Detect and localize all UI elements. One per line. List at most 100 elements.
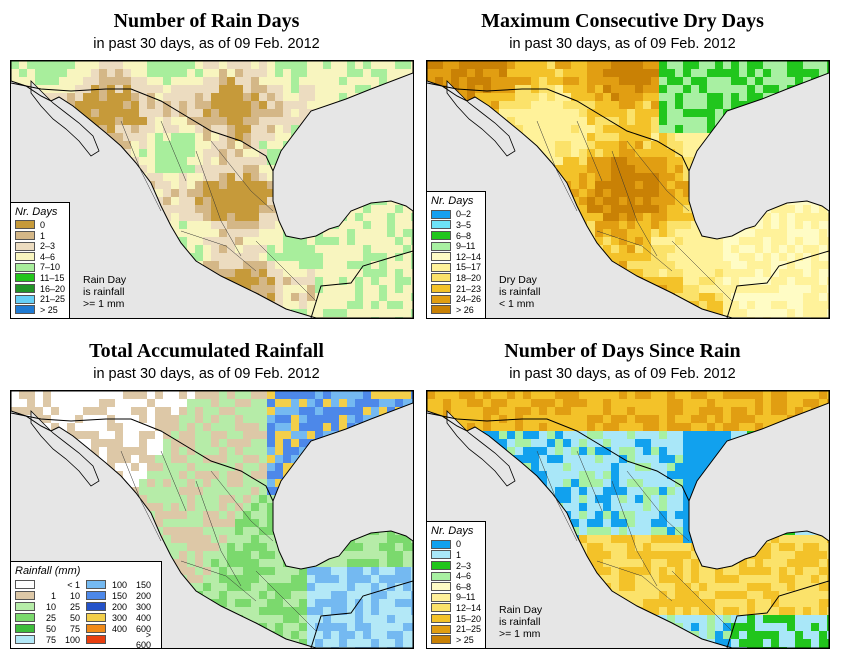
- legend: Nr. Days 0 1 2–3 4–6 7–10 11–15 16–20 21–25 > 25: [11, 201, 71, 318]
- legend-label: 6–8: [456, 230, 472, 241]
- map-days-since-rain: Nr. Days 0 1 2–3 4–6 6–8 9–11 12–14 15–20 21–25 >…: [426, 390, 830, 649]
- legend-low: 150: [111, 590, 127, 601]
- legend-item: 2–3: [15, 241, 65, 252]
- legend-high: 50: [69, 612, 80, 623]
- legend-rows: 0–2 3–5 6–8 9–11 12–14 15–17 18–20 21–23 24–26 > …: [431, 209, 481, 315]
- legend-swatch: [431, 561, 451, 571]
- state-border: [576, 120, 603, 182]
- state-border: [180, 560, 257, 602]
- legend-high: 300: [135, 601, 151, 612]
- legend-swatch: [86, 613, 106, 622]
- legend-item: 50 75: [15, 623, 80, 634]
- legend-swatch: [86, 602, 106, 611]
- panel-subtitle: in past 30 days, as of 09 Feb. 2012: [93, 366, 320, 382]
- legend-item: 0–2: [431, 209, 481, 220]
- legend-label: 11–15: [40, 272, 65, 283]
- country-border: [726, 580, 829, 648]
- legend-low: 300: [111, 612, 127, 623]
- note-line: is rainfall: [83, 286, 125, 298]
- state-border: [671, 240, 733, 302]
- legend-swatch: [15, 241, 35, 251]
- legend-swatch: [15, 591, 35, 600]
- legend-label: 15–17: [456, 262, 482, 273]
- legend-swatch: [431, 635, 451, 645]
- state-border: [596, 230, 673, 272]
- coastline: [427, 391, 829, 648]
- country-border: [427, 82, 690, 172]
- note-line: is rainfall: [499, 286, 541, 298]
- legend-column: 100 150 150 200 200 300 300 400 400 600 > 600: [86, 579, 151, 648]
- legend-low: 10: [45, 601, 56, 612]
- legend-item: 21–25: [15, 294, 65, 305]
- legend-label: 0–2: [456, 209, 472, 220]
- legend-label: 7–10: [40, 262, 61, 273]
- legend-item: 2–3: [431, 560, 481, 571]
- legend-high: 100: [64, 634, 80, 645]
- note-line: >= 1 mm: [83, 298, 125, 310]
- legend-item: 4–6: [431, 571, 481, 582]
- legend-item: 18–20: [431, 273, 481, 284]
- legend-high: 25: [69, 601, 80, 612]
- legend-item: 1 10: [15, 590, 80, 601]
- panel-title: Total Accumulated Rainfall: [89, 340, 324, 362]
- legend-item: 9–11: [431, 592, 481, 603]
- legend-high: 75: [69, 623, 80, 634]
- legend-item: > 600: [86, 630, 151, 648]
- legend-label: 4–6: [40, 251, 56, 262]
- legend-swatch: [86, 624, 106, 633]
- legend-item: 12–14: [431, 603, 481, 614]
- legend-swatch: [86, 591, 106, 600]
- legend-low: 50: [45, 623, 56, 634]
- country-border: [11, 412, 274, 502]
- coastline: [11, 391, 413, 648]
- legend-label: 9–11: [456, 592, 476, 603]
- panel-rain-days: Number of Rain Days in past 30 days, as …: [0, 0, 414, 325]
- state-border: [255, 240, 317, 302]
- legend-item: 1: [15, 230, 65, 241]
- country-border: [310, 580, 413, 648]
- legend-swatch: [431, 252, 451, 262]
- state-border: [160, 120, 187, 182]
- legend-title: Nr. Days: [431, 525, 474, 538]
- legend: Rainfall (mm) < 1 1 10 10 25 25 50 50 75 75 100 100…: [11, 561, 162, 648]
- legend-swatch: [431, 305, 451, 315]
- legend-item: 0: [431, 539, 481, 550]
- legend-high: 10: [69, 590, 80, 601]
- legend-swatch: [15, 284, 35, 294]
- legend-label: 9–11: [456, 241, 476, 252]
- legend-note: Rain Day is rainfall >= 1 mm: [83, 274, 126, 310]
- legend-title: Rainfall (mm): [15, 565, 81, 577]
- legend-item: 400 600: [86, 623, 151, 634]
- legend-label: 15–20: [456, 613, 482, 624]
- legend-low: 400: [111, 623, 127, 634]
- state-border: [611, 480, 658, 587]
- panel-title: Number of Rain Days: [113, 10, 300, 32]
- legend-item: 25 50: [15, 612, 80, 623]
- state-border: [195, 480, 242, 587]
- legend-swatch: [15, 220, 35, 230]
- legend-high: 150: [135, 579, 151, 590]
- legend-item: 300 400: [86, 612, 151, 623]
- legend-item: 21–23: [431, 283, 481, 294]
- map-dry-days: Nr. Days 0–2 3–5 6–8 9–11 12–14 15–17 18–20 21–…: [426, 60, 830, 319]
- panel-subtitle: in past 30 days, as of 09 Feb. 2012: [509, 36, 736, 52]
- coastline: [427, 61, 829, 318]
- map-canvas: [11, 61, 413, 318]
- legend-swatch: [431, 614, 451, 624]
- state-border: [120, 120, 162, 212]
- state-border: [210, 140, 274, 212]
- country-border: [427, 412, 690, 502]
- legend-label: > 25: [456, 634, 474, 645]
- state-border: [536, 450, 578, 542]
- legend-item: 3–5: [431, 220, 481, 231]
- state-border: [160, 450, 187, 512]
- legend-item: 200 300: [86, 601, 151, 612]
- legend-swatch: [431, 550, 451, 560]
- legend-label: 6–8: [456, 581, 472, 592]
- legend-item: 7–10: [15, 262, 65, 273]
- legend-item: 4–6: [15, 251, 65, 262]
- legend-label: > 25: [40, 304, 58, 315]
- legend-swatch: [15, 635, 35, 644]
- legend-label: 1: [456, 549, 462, 560]
- state-border: [180, 230, 257, 272]
